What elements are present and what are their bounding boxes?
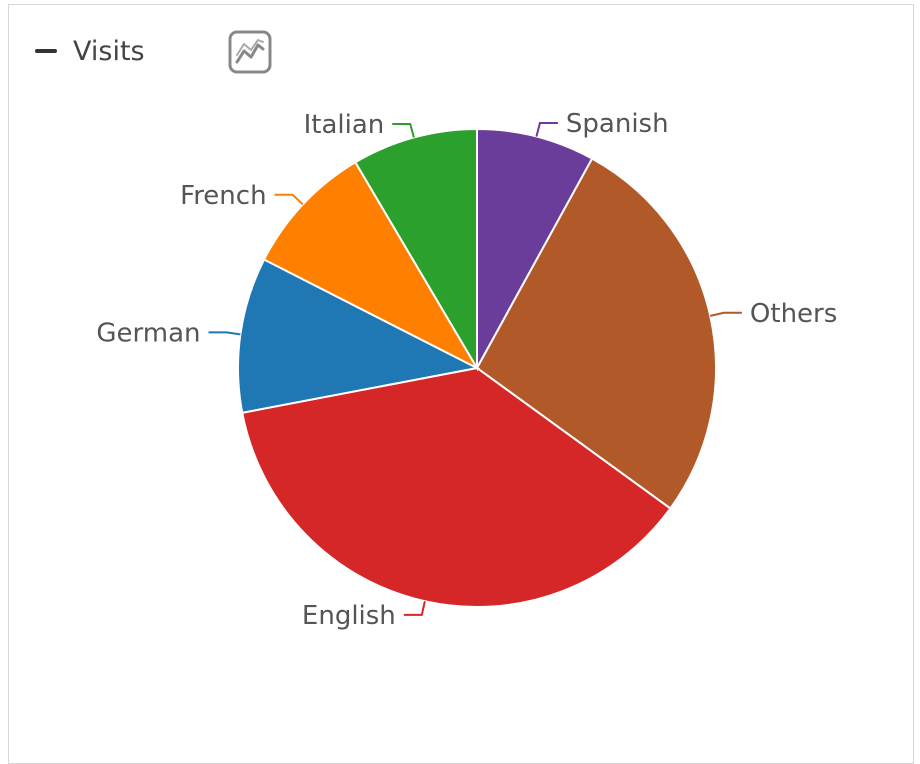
legend-label: Visits xyxy=(73,35,145,67)
label-line-spanish xyxy=(535,121,558,137)
legend-swatch xyxy=(35,49,57,53)
label-line-english xyxy=(403,601,426,616)
slice-label-others: Others xyxy=(750,299,837,329)
slice-label-english: English xyxy=(302,601,396,631)
slice-label-italian: Italian xyxy=(304,110,385,140)
line-chart-icon xyxy=(228,30,272,74)
slice-label-spanish: Spanish xyxy=(566,109,669,139)
slice-label-french: French xyxy=(180,181,266,211)
label-line-french xyxy=(274,193,304,206)
label-line-german xyxy=(208,331,241,336)
pie-slice-german[interactable] xyxy=(237,258,481,414)
pie-slice-others[interactable] xyxy=(475,157,717,510)
pie-chart: Spanish Others English German French Italian xyxy=(96,109,837,631)
chart-type-button[interactable] xyxy=(227,29,273,75)
pie-slice-italian[interactable] xyxy=(353,127,478,372)
legend[interactable]: Visits xyxy=(27,31,145,71)
label-line-others xyxy=(710,311,742,317)
pie-slice-spanish[interactable] xyxy=(476,127,594,369)
pie-slice-french[interactable] xyxy=(262,160,480,371)
label-line-italian xyxy=(392,122,415,138)
slice-label-german: German xyxy=(96,318,200,348)
